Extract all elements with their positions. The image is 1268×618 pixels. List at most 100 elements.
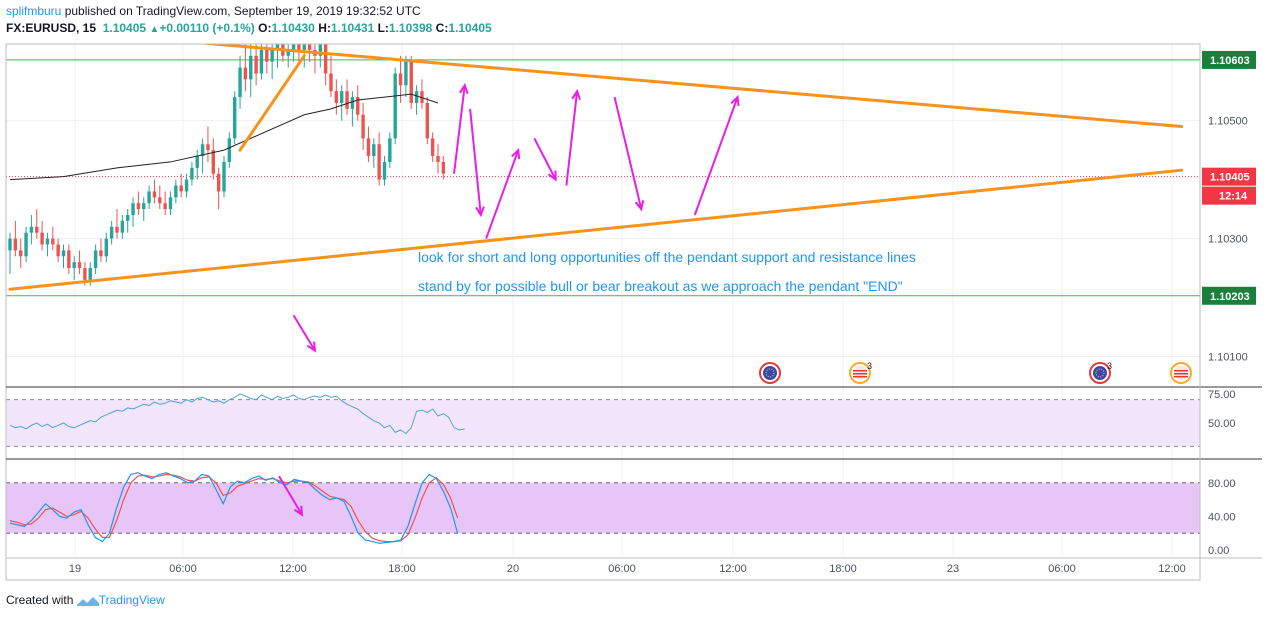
candle-body <box>436 156 440 162</box>
projection-arrow-shaft <box>613 96 643 210</box>
candle-body <box>99 250 103 257</box>
tradingview-brand[interactable]: TradingView <box>98 593 165 607</box>
candle-body <box>361 114 365 139</box>
candle-body <box>275 44 280 50</box>
candle-body <box>259 49 264 74</box>
candle-body <box>334 91 339 103</box>
candle-body <box>56 244 60 257</box>
candle-body <box>409 61 413 103</box>
candle-body <box>377 144 381 180</box>
time-tick-label: 18:00 <box>829 563 857 575</box>
candle-body <box>243 67 248 80</box>
pendant-trendline[interactable] <box>7 26 1184 129</box>
candle-body <box>19 250 23 257</box>
us-flag-event-icon[interactable] <box>1170 362 1192 384</box>
annotation-text[interactable]: look for short and long opportunities of… <box>418 249 916 265</box>
arrow-head-icon <box>730 94 740 107</box>
candle-body <box>398 73 403 86</box>
pendant-trendline[interactable] <box>238 54 306 152</box>
candle-body <box>61 250 66 257</box>
candle-body <box>430 138 435 157</box>
price-tick-label: 1.10100 <box>1208 352 1248 364</box>
candle-body <box>152 191 157 198</box>
pane-frames <box>5 43 1262 581</box>
candle-body <box>120 220 125 233</box>
stochastic-k-line <box>9 472 459 544</box>
event-count-badge: 3 <box>867 361 872 371</box>
rsi-pane <box>9 393 465 435</box>
chart-canvas[interactable]: 1.10500 1.10300 1.10100 75.00 50.00 80.00 40.0… <box>0 0 1268 585</box>
close-label: C: <box>435 21 449 35</box>
tradingview-logo-icon <box>76 596 99 606</box>
us-flag-event-icon[interactable] <box>849 362 871 384</box>
projection-arrows-layer[interactable] <box>292 82 740 353</box>
candle-body <box>131 203 135 215</box>
trendline-layer[interactable] <box>7 26 1184 291</box>
candle-body <box>382 161 387 180</box>
candle-body <box>104 238 108 257</box>
candle-body <box>350 97 355 109</box>
candle-body <box>136 203 141 210</box>
candle-body <box>206 144 210 151</box>
candle-body <box>126 215 130 221</box>
candle-body <box>356 97 360 115</box>
time-tick-label: 19 <box>69 563 81 575</box>
candle-body <box>88 268 92 280</box>
pendant-trendline[interactable] <box>8 168 1184 291</box>
candle-body <box>393 73 397 139</box>
candle-body <box>366 138 371 157</box>
candle-body <box>163 203 167 210</box>
candle-body <box>93 250 98 269</box>
stochastic-tick-label: 80.00 <box>1208 478 1236 490</box>
candle-body <box>142 203 146 210</box>
arrow-head-icon <box>547 170 557 182</box>
candle-body <box>115 226 119 233</box>
candle-body <box>29 226 34 233</box>
price-level-tag-box <box>1202 50 1256 69</box>
candle-body <box>254 55 258 74</box>
candle-body <box>83 268 87 280</box>
price-level-tag-box <box>1202 286 1256 305</box>
candle-body <box>168 197 173 210</box>
projection-arrow-shaft <box>533 137 557 181</box>
candle-body <box>265 49 269 62</box>
last-price: 1.10405 <box>102 21 147 35</box>
price-level-tag: 1.10603 <box>1210 55 1250 67</box>
candle-body <box>216 173 221 192</box>
arrow-head-icon <box>293 505 304 517</box>
candle-body <box>340 91 344 103</box>
annotation-text[interactable]: stand by for possible bull or bear break… <box>418 278 903 294</box>
time-axis: 19 06:00 12:00 18:00 20 06:00 12:00 18:00 23 06:0… <box>69 563 1186 575</box>
eu-flag-event-icon[interactable] <box>1089 362 1111 384</box>
time-tick-label: 06:00 <box>169 563 197 575</box>
candle-body <box>195 156 199 168</box>
time-tick-label: 23 <box>947 563 959 575</box>
stochastic-band <box>6 482 1200 534</box>
candle-body <box>307 44 312 50</box>
eu-flag-event-icon[interactable] <box>759 362 781 384</box>
rsi-band <box>6 399 1200 447</box>
annotation-layer[interactable]: look for short and long opportunities of… <box>418 249 916 294</box>
candle-body <box>420 91 424 103</box>
candle-body <box>414 91 419 103</box>
candle-body <box>147 191 151 204</box>
publish-info: splifmburu published on TradingView.com,… <box>6 4 421 18</box>
open-label: O: <box>258 21 272 35</box>
low-label: L: <box>377 21 389 35</box>
publish-date: published on TradingView.com, September … <box>64 4 421 18</box>
candle-body <box>227 138 232 162</box>
projection-arrow-shaft <box>453 85 466 174</box>
price-tick-label: 1.10500 <box>1208 116 1248 128</box>
arrow-head-icon <box>306 341 317 353</box>
horizontal-levels <box>6 59 1200 297</box>
candle-body <box>372 144 376 157</box>
arrow-head-icon <box>634 200 645 212</box>
bar-countdown-tag-box <box>1202 186 1256 205</box>
candle-body <box>13 238 18 251</box>
candle-body <box>249 55 253 80</box>
grid-lines <box>6 44 1200 556</box>
candles-layer <box>8 44 446 286</box>
author-name[interactable]: splifmburu <box>6 4 62 18</box>
candle-body <box>40 232 44 245</box>
